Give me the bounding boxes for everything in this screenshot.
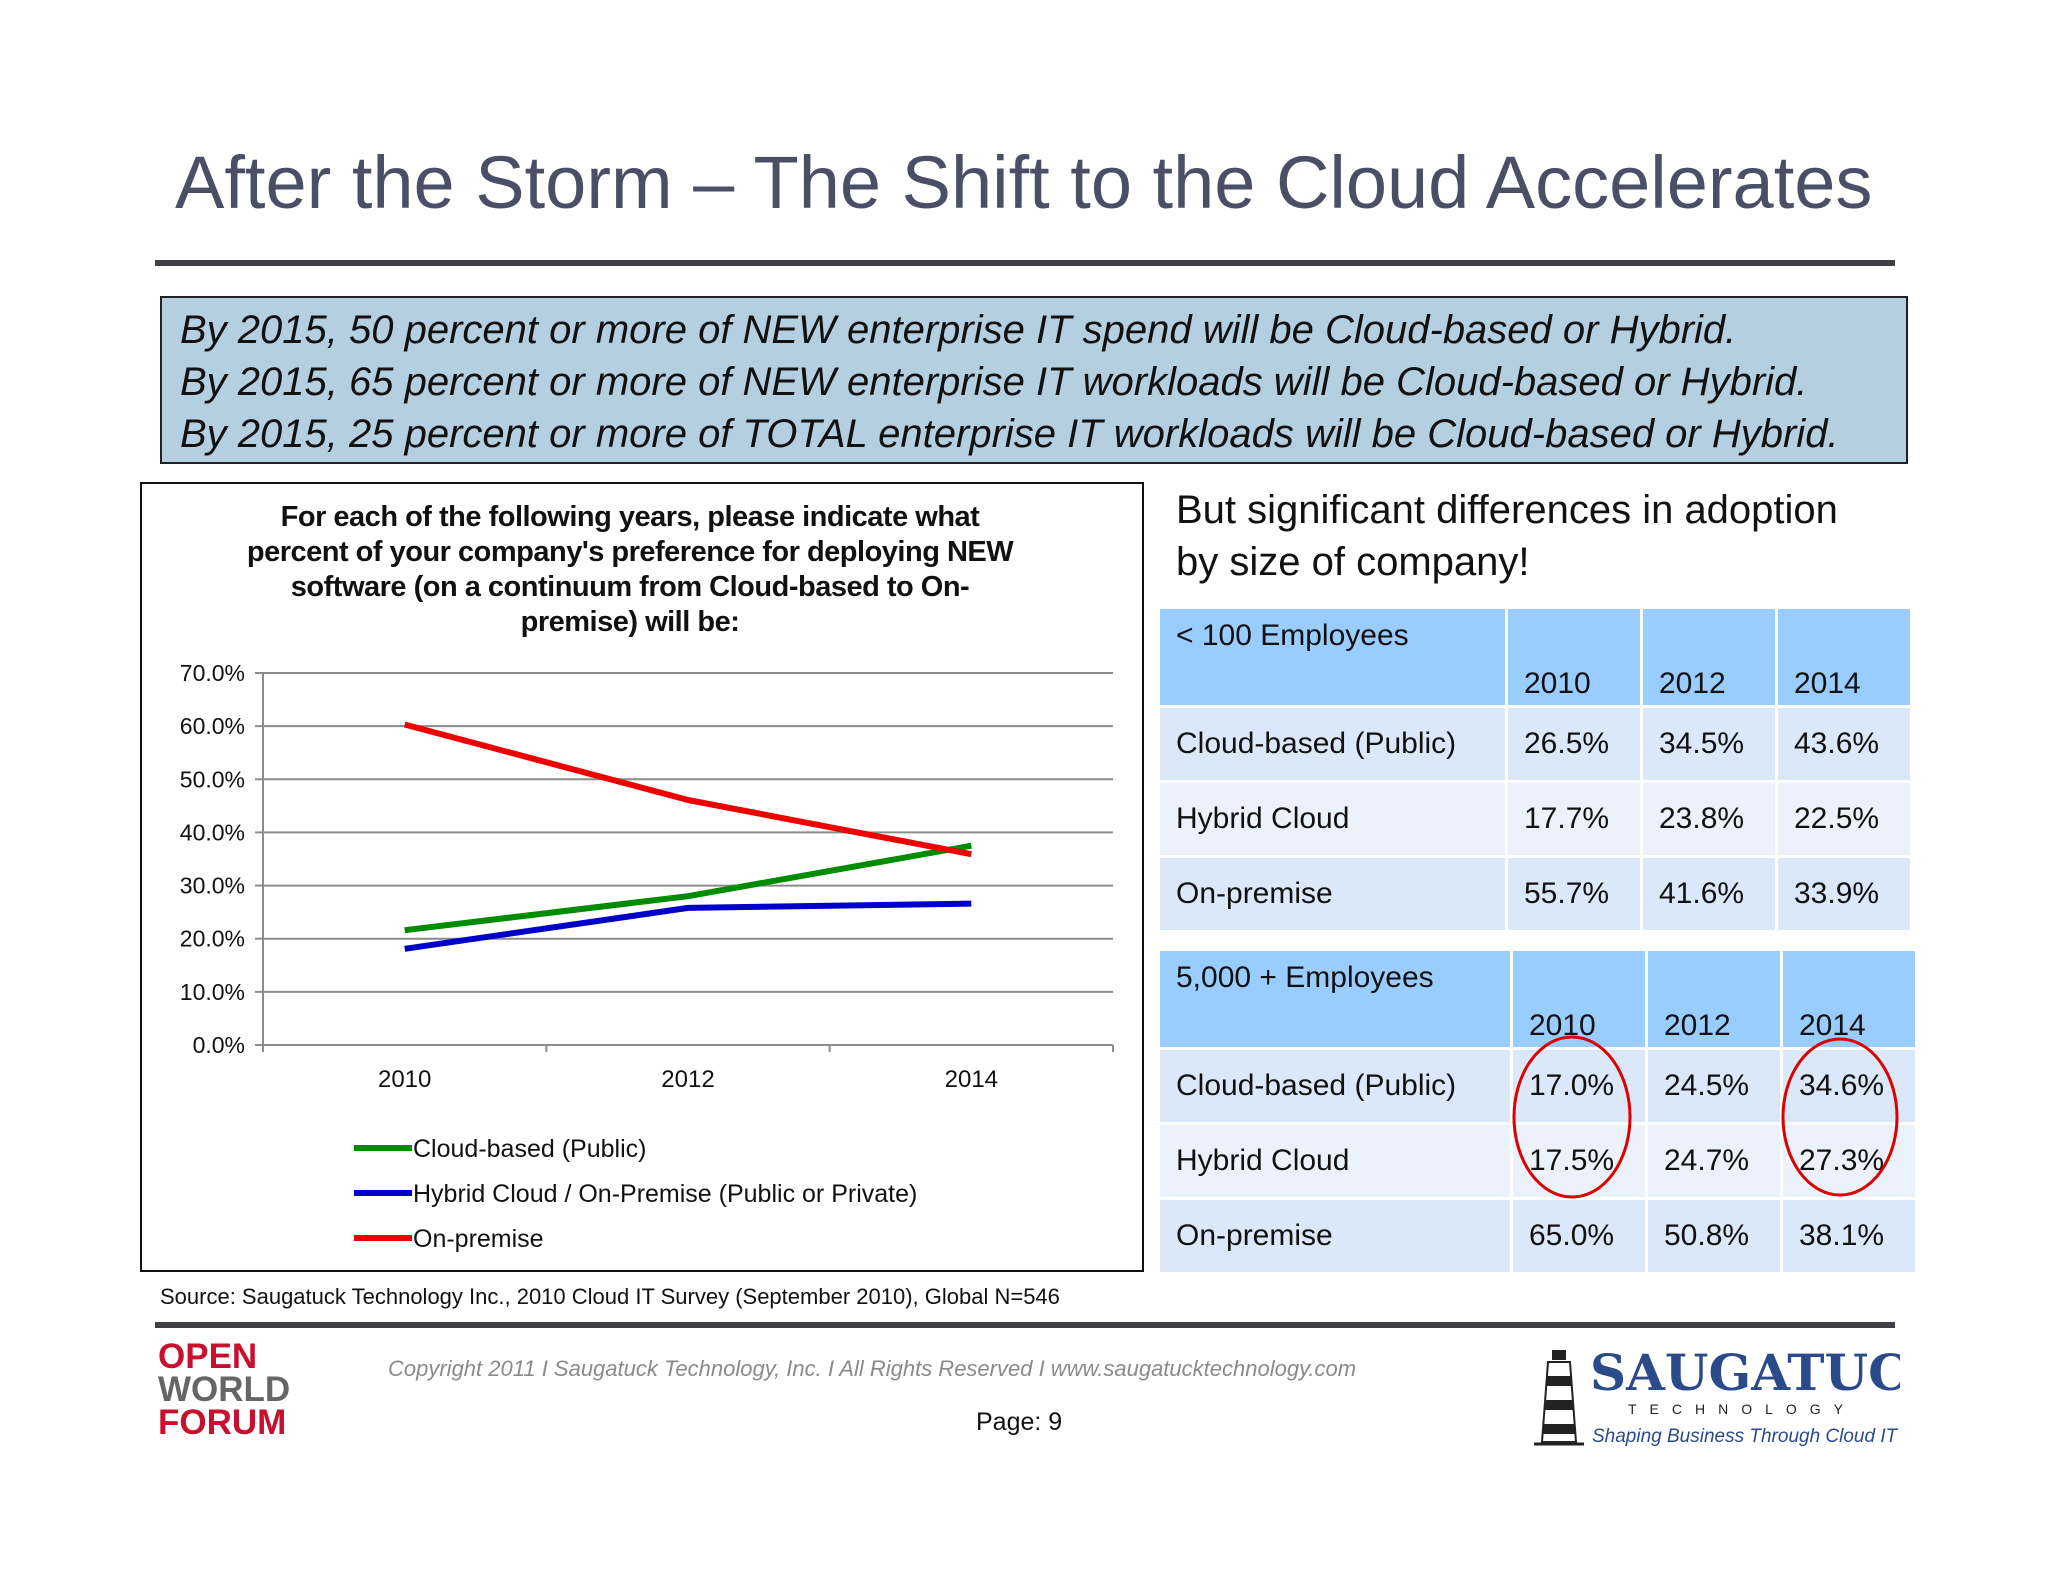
page-number: Page: 9 <box>976 1408 1063 1436</box>
series-line-1 <box>404 842 972 934</box>
y-tick-label: 10.0% <box>180 979 245 1005</box>
table-small-companies: < 100 Employees 2010 2012 2014 Cloud-bas… <box>1157 606 1913 933</box>
chart-title-line-3: software (on a continuum from Cloud-base… <box>290 571 970 603</box>
chart-title: For each of the following years, please … <box>220 500 1040 640</box>
saugatuck-logo: SAUGATUCK TECHNOLOGY Shaping Business Th… <box>1534 1343 1900 1447</box>
subhead-line-1: But significant differences in adoption <box>1176 488 1838 532</box>
y-tick-label: 40.0% <box>180 819 245 845</box>
legend-label: Cloud-based (Public) <box>413 1135 646 1163</box>
saugatuck-sub: TECHNOLOGY <box>1628 1401 1856 1417</box>
cell: 24.5% <box>1648 1050 1780 1122</box>
table-large-companies: 5,000 + Employees 2010 2012 2014 Cloud-b… <box>1157 948 1918 1275</box>
page-title: After the Storm – The Shift to the Cloud… <box>175 141 1873 224</box>
table-small-year: 2014 <box>1778 609 1910 705</box>
cell: 17.0% <box>1513 1050 1645 1122</box>
y-tick-label: 30.0% <box>180 873 245 899</box>
line-chart: 0.0% 10.0% 20.0% 30.0% 40.0% 50.0% 60.0% 70.0% 2… <box>180 660 1114 1253</box>
chart-title-line-4: premise) will be: <box>520 606 740 638</box>
saugatuck-tagline: Shaping Business Through Cloud IT <box>1592 1426 1899 1447</box>
table-large-label: 5,000 + Employees <box>1160 951 1510 1047</box>
cell: 41.6% <box>1643 858 1775 930</box>
row-label: Cloud-based (Public) <box>1160 708 1505 780</box>
footer-rule <box>155 1322 1895 1328</box>
y-tick-label: 60.0% <box>180 713 245 739</box>
table-small-year: 2012 <box>1643 609 1775 705</box>
subhead: But significant differences in adoption … <box>1176 484 1838 588</box>
y-tick-label: 50.0% <box>180 766 245 792</box>
source-note: Source: Saugatuck Technology Inc., 2010 … <box>160 1284 1060 1309</box>
claim-3: By 2015, 25 percent or more of TOTAL ent… <box>180 412 1839 456</box>
footer-copyright: Copyright 2011 I Saugatuck Technology, I… <box>388 1356 1357 1381</box>
cell: 55.7% <box>1508 858 1640 930</box>
open-world-forum-logo: OPEN WORLD FORUM <box>158 1337 291 1442</box>
table-small-label: < 100 Employees <box>1160 609 1505 705</box>
row-label: Cloud-based (Public) <box>1160 1050 1510 1122</box>
table-row: Hybrid Cloud 17.5% 24.7% 27.3% <box>1160 1125 1915 1197</box>
cell: 22.5% <box>1778 783 1910 855</box>
table-row: Cloud-based (Public) 17.0% 24.5% 34.6% <box>1160 1050 1915 1122</box>
cell: 50.8% <box>1648 1200 1780 1272</box>
lighthouse-icon <box>1534 1350 1584 1446</box>
table-large-year: 2012 <box>1648 951 1780 1047</box>
y-tick-label: 0.0% <box>193 1032 245 1058</box>
x-tick-label: 2012 <box>661 1066 714 1093</box>
cell: 33.9% <box>1778 858 1910 930</box>
table-small-year: 2010 <box>1508 609 1640 705</box>
row-label: Hybrid Cloud <box>1160 783 1505 855</box>
x-tick-label: 2010 <box>378 1066 431 1093</box>
cell: 24.7% <box>1648 1125 1780 1197</box>
row-label: Hybrid Cloud <box>1160 1125 1510 1197</box>
cell: 26.5% <box>1508 708 1640 780</box>
cell: 17.5% <box>1513 1125 1645 1197</box>
chart-title-line-1: For each of the following years, please … <box>280 501 980 533</box>
x-tick-label: 2014 <box>945 1066 998 1093</box>
cell: 17.7% <box>1508 783 1640 855</box>
cell: 23.8% <box>1643 783 1775 855</box>
cell: 34.5% <box>1643 708 1775 780</box>
claims-box: By 2015, 50 percent or more of NEW enter… <box>160 296 1908 464</box>
title-rule <box>155 260 1895 266</box>
highlight-circle-2010 <box>1512 1035 1632 1199</box>
table-row: On-premise 65.0% 50.8% 38.1% <box>1160 1200 1915 1272</box>
cell: 27.3% <box>1783 1125 1915 1197</box>
y-tick-label: 70.0% <box>180 660 245 686</box>
table-row: On-premise 55.7% 41.6% 33.9% <box>1160 858 1910 930</box>
row-label: On-premise <box>1160 1200 1510 1272</box>
claim-1: By 2015, 50 percent or more of NEW enter… <box>180 308 1737 352</box>
highlight-circle-2014 <box>1781 1037 1899 1197</box>
chart-frame <box>140 482 1144 1272</box>
legend-label: Hybrid Cloud / On-Premise (Public or Pri… <box>413 1180 917 1208</box>
subhead-line-2: by size of company! <box>1176 540 1530 584</box>
table-large-year: 2014 <box>1783 951 1915 1047</box>
series-line-3 <box>403 721 972 858</box>
series-line-2 <box>404 900 972 952</box>
claim-2: By 2015, 65 percent or more of NEW enter… <box>180 360 1808 404</box>
chart-title-line-2: percent of your company's preference for… <box>246 536 1014 568</box>
cell: 65.0% <box>1513 1200 1645 1272</box>
table-row: Hybrid Cloud 17.7% 23.8% 22.5% <box>1160 783 1910 855</box>
row-label: On-premise <box>1160 858 1505 930</box>
saugatuck-wordmark: SAUGATUCK <box>1590 1343 1900 1402</box>
table-large-year: 2010 <box>1513 951 1645 1047</box>
highlight-circles <box>1512 1035 1899 1199</box>
cell: 43.6% <box>1778 708 1910 780</box>
cell: 38.1% <box>1783 1200 1915 1272</box>
legend-label: On-premise <box>413 1225 544 1253</box>
y-tick-label: 20.0% <box>180 926 245 952</box>
table-row: Cloud-based (Public) 26.5% 34.5% 43.6% <box>1160 708 1910 780</box>
